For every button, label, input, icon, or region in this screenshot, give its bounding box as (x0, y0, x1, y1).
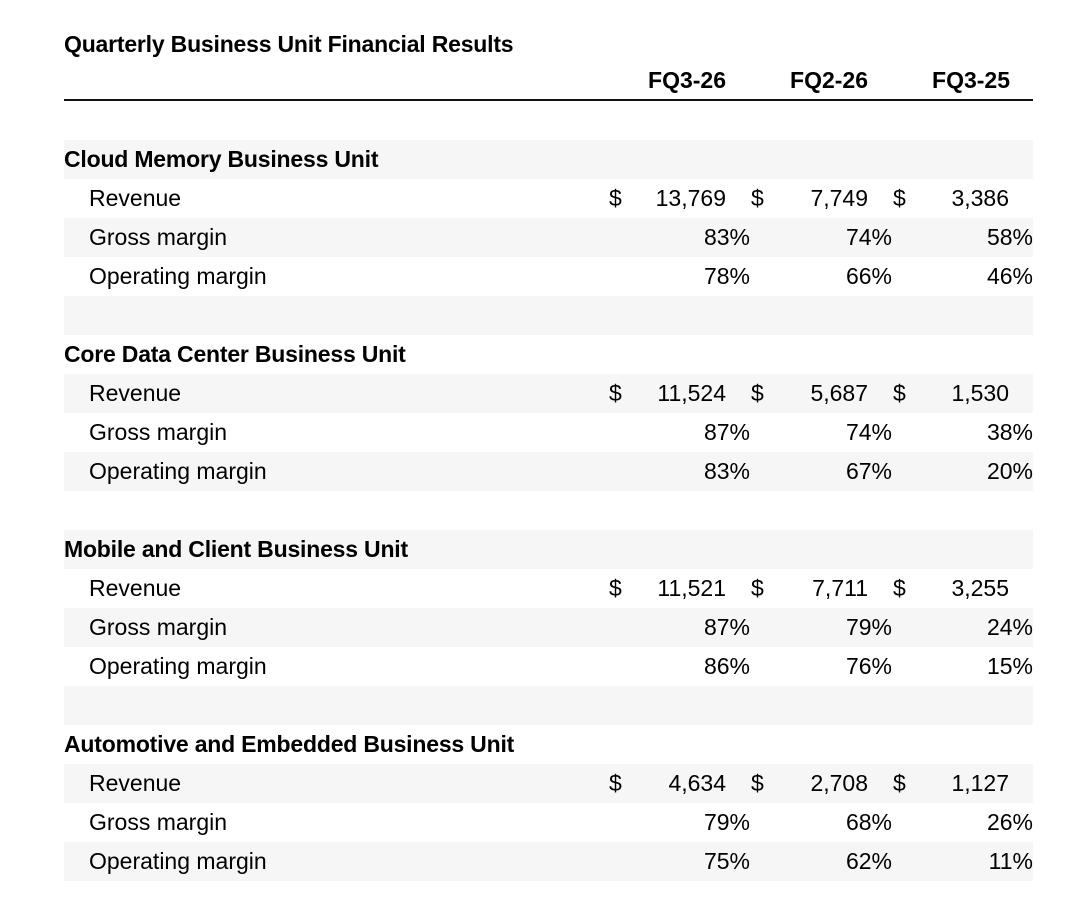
cell-value: 26% (986, 809, 1033, 835)
cell-value: 11,524 (657, 380, 726, 406)
cell-value: 24% (986, 614, 1033, 640)
column-header-fq3-25: FQ3-25 (932, 67, 1010, 93)
row-label: Gross margin (89, 809, 228, 835)
cell-value: 83% (703, 224, 750, 250)
row-label: Gross margin (89, 614, 228, 640)
currency-symbol: $ (893, 575, 906, 601)
row-label: Revenue (89, 185, 182, 211)
row-band (64, 842, 1033, 881)
row-band (64, 530, 1033, 569)
row-label: Operating margin (89, 263, 267, 289)
currency-symbol: $ (893, 770, 906, 796)
currency-symbol: $ (609, 575, 622, 601)
cell-value: 3,386 (951, 185, 1009, 211)
cell-value: 4,634 (668, 770, 726, 796)
row-band (64, 452, 1033, 491)
section-title: Cloud Memory Business Unit (64, 146, 379, 172)
cell-value: 7,711 (812, 575, 868, 601)
currency-symbol: $ (609, 380, 622, 406)
cell-value: 86% (703, 653, 750, 679)
cell-value: 67% (845, 458, 892, 484)
cell-value: 76% (845, 653, 892, 679)
cell-value: 1,127 (951, 770, 1009, 796)
cell-value: 20% (986, 458, 1033, 484)
column-header-fq2-26: FQ2-26 (790, 67, 868, 93)
cell-value: 2,708 (810, 770, 868, 796)
cell-value: 7,749 (810, 185, 868, 211)
section-title: Automotive and Embedded Business Unit (64, 731, 515, 757)
cell-value: 68% (845, 809, 892, 835)
row-band (64, 296, 1033, 335)
row-band (64, 608, 1033, 647)
currency-symbol: $ (609, 185, 622, 211)
currency-symbol: $ (751, 575, 764, 601)
row-label: Revenue (89, 380, 182, 406)
cell-value: 74% (845, 419, 892, 445)
table-title: Quarterly Business Unit Financial Result… (64, 31, 514, 57)
row-label: Operating margin (89, 848, 267, 874)
currency-symbol: $ (609, 770, 622, 796)
section-title: Core Data Center Business Unit (64, 341, 406, 367)
row-label: Gross margin (89, 419, 228, 445)
cell-value: 74% (845, 224, 892, 250)
row-label: Operating margin (89, 653, 267, 679)
row-band (64, 218, 1033, 257)
currency-symbol: $ (893, 380, 906, 406)
cell-value: 78% (703, 263, 750, 289)
section-title: Mobile and Client Business Unit (64, 536, 408, 562)
cell-value: 79% (703, 809, 750, 835)
cell-value: 87% (703, 614, 750, 640)
cell-value: 62% (845, 848, 892, 874)
cell-value: 15% (986, 653, 1033, 679)
row-band (64, 764, 1033, 803)
cell-value: 87% (703, 419, 750, 445)
cell-value: 79% (845, 614, 892, 640)
cell-value: 83% (703, 458, 750, 484)
cell-value: 13,769 (655, 185, 726, 211)
currency-symbol: $ (751, 380, 764, 406)
currency-symbol: $ (751, 185, 764, 211)
cell-value: 66% (845, 263, 892, 289)
row-label: Revenue (89, 575, 182, 601)
cell-value: 5,687 (810, 380, 868, 406)
cell-value: 11,521 (657, 575, 726, 601)
cell-value: 46% (986, 263, 1033, 289)
cell-value: 11% (988, 848, 1033, 874)
row-label: Gross margin (89, 224, 228, 250)
row-band (64, 686, 1033, 725)
cell-value: 58% (986, 224, 1033, 250)
row-label: Operating margin (89, 458, 267, 484)
currency-symbol: $ (751, 770, 764, 796)
currency-symbol: $ (893, 185, 906, 211)
header-rule (64, 99, 1033, 101)
column-header-fq3-26: FQ3-26 (648, 67, 726, 93)
cell-value: 38% (986, 419, 1033, 445)
cell-value: 1,530 (951, 380, 1009, 406)
cell-value: 75% (703, 848, 750, 874)
row-band (64, 374, 1033, 413)
row-band (64, 140, 1033, 179)
cell-value: 3,255 (951, 575, 1009, 601)
row-label: Revenue (89, 770, 182, 796)
